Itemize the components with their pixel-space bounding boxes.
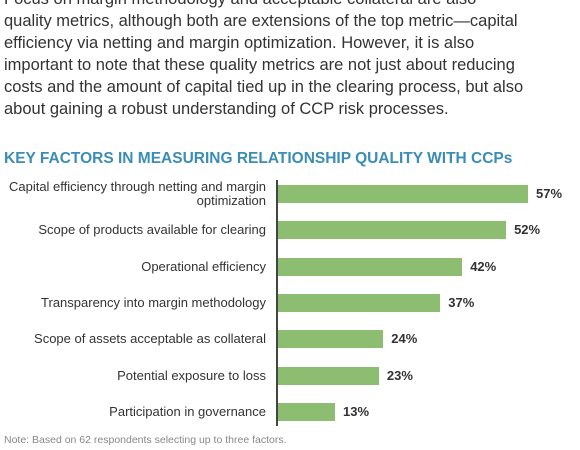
category-label: Capital efficiency through netting and m… (8, 179, 266, 208)
chart-title: KEY FACTORS IN MEASURING RELATIONSHIP QU… (4, 150, 513, 167)
category-label: Operational efficiency (141, 258, 266, 274)
note: Note: Based on 62 respondents selecting … (4, 434, 287, 446)
value-label: 23% (386, 367, 413, 383)
category-label: Participation in governance (109, 403, 266, 419)
paragraph-line: quality metrics, although both are exten… (4, 12, 518, 30)
bar (278, 257, 463, 276)
bar (278, 402, 336, 421)
bar (278, 221, 507, 240)
category-label: Transparency into margin methodology (41, 294, 266, 310)
value-label: 13% (343, 403, 370, 419)
paragraph-line: costs and the amount of capital tied up … (4, 78, 524, 96)
value-label: 42% (470, 258, 497, 274)
value-label: 24% (391, 331, 418, 347)
value-label: 52% (514, 222, 541, 238)
value-label: 57% (536, 186, 563, 201)
value-label: 37% (448, 294, 475, 310)
category-label: Scope of assets acceptable as collateral (34, 331, 266, 347)
bar (278, 366, 379, 385)
paragraph-line: efficiency via netting and margin optimi… (4, 34, 475, 52)
category-label: Potential exposure to loss (117, 367, 266, 383)
bar (278, 330, 384, 349)
paragraph-line: about gaining a robust understanding of … (4, 100, 449, 118)
bar (278, 293, 441, 312)
bar (278, 185, 528, 203)
paragraph-line: Focus on margin methodology and acceptab… (4, 0, 476, 9)
axis-line (276, 180, 278, 426)
paragraph-line: important to note that these quality met… (4, 56, 515, 74)
category-label: Scope of products available for clearing (38, 222, 266, 238)
